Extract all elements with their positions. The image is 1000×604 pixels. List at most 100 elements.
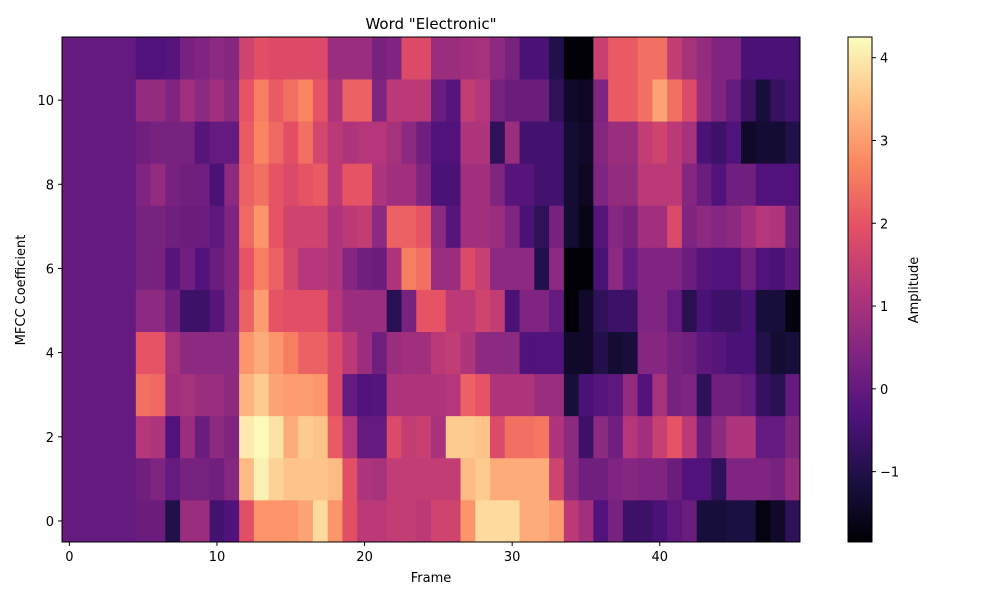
heatmap-cell — [563, 247, 579, 290]
heatmap-cell — [62, 247, 78, 290]
heatmap-cell — [593, 373, 609, 417]
heatmap-cell — [224, 415, 240, 459]
tick-label: 2 — [880, 217, 888, 232]
heatmap-cell — [121, 247, 137, 290]
heatmap-cell — [62, 331, 78, 375]
heatmap-cell — [608, 79, 624, 122]
heatmap-cell — [711, 331, 727, 375]
heatmap-cell — [608, 499, 624, 543]
heatmap-cell — [371, 79, 388, 122]
heatmap-cell — [519, 499, 535, 543]
heatmap-cell — [460, 79, 476, 122]
heatmap-cell — [357, 373, 373, 417]
heatmap-cell — [150, 37, 166, 80]
heatmap-cell — [490, 499, 506, 543]
heatmap-cell — [327, 247, 343, 290]
heatmap-cell — [342, 79, 358, 122]
x-axis-ticks: 0 10 20 30 40 — [65, 542, 668, 565]
heatmap-cell — [696, 163, 712, 206]
heatmap-cell — [401, 205, 417, 248]
heatmap-cell — [696, 373, 712, 417]
heatmap-cell — [608, 415, 624, 459]
heatmap-cell — [239, 37, 255, 80]
heatmap-cell — [667, 205, 683, 248]
heatmap-cell — [327, 331, 343, 375]
heatmap-cell — [91, 499, 107, 543]
tick-label: 0 — [65, 550, 73, 565]
heatmap-cell — [416, 415, 432, 459]
heatmap-cell — [62, 457, 78, 501]
heatmap-cell — [711, 373, 727, 417]
heatmap-cell — [652, 457, 668, 501]
heatmap-cell — [460, 331, 476, 375]
heatmap-cell — [431, 373, 447, 417]
heatmap-cell — [386, 205, 402, 248]
heatmap-cell — [681, 457, 698, 501]
heatmap-cell — [740, 289, 757, 332]
heatmap-cell — [770, 415, 786, 459]
heatmap-cell — [549, 121, 565, 164]
heatmap-cell — [62, 499, 78, 543]
heatmap-cell — [475, 121, 491, 164]
heatmap-cell — [76, 415, 92, 459]
heatmap-cell — [475, 331, 491, 375]
heatmap-cell — [76, 79, 92, 122]
heatmap-cell — [504, 37, 520, 80]
heatmap-cell — [475, 415, 491, 459]
heatmap-cell — [401, 331, 417, 375]
heatmap-cell — [62, 79, 78, 122]
heatmap-cell — [253, 37, 270, 80]
heatmap-cell — [253, 415, 270, 459]
heatmap-cell — [283, 289, 299, 332]
heatmap-cell — [431, 37, 447, 80]
heatmap-cell — [696, 415, 712, 459]
heatmap-cell — [519, 247, 535, 290]
heatmap-cell — [253, 163, 270, 206]
heatmap-cell — [106, 457, 122, 501]
colorbar — [847, 36, 873, 543]
heatmap-cell — [563, 499, 579, 543]
heatmap-cell — [224, 163, 240, 206]
heatmap-cell — [755, 121, 771, 164]
tick-label: 10 — [209, 550, 226, 565]
heatmap-cell — [608, 331, 624, 375]
heatmap-cell — [445, 247, 461, 290]
heatmap-cell — [726, 331, 742, 375]
heatmap-cell — [194, 499, 210, 543]
heatmap-cell — [593, 499, 609, 543]
heatmap-cell — [667, 331, 683, 375]
heatmap-cell — [194, 289, 210, 332]
heatmap-cell — [593, 457, 609, 501]
tick-label: 0 — [46, 515, 54, 530]
heatmap-cell — [106, 289, 122, 332]
tick-label: 20 — [356, 550, 373, 565]
heatmap-cell — [91, 457, 107, 501]
heatmap-cell — [135, 373, 151, 417]
heatmap-cell — [91, 289, 107, 332]
heatmap-cell — [135, 247, 151, 290]
heatmap-cell — [357, 247, 373, 290]
heatmap-cell — [475, 247, 491, 290]
heatmap-cell — [504, 79, 520, 122]
heatmap-cell — [431, 415, 447, 459]
heatmap-cell — [165, 457, 181, 501]
heatmap-cell — [652, 121, 668, 164]
x-axis-label: Frame — [411, 571, 452, 586]
heatmap-cell — [180, 163, 196, 206]
heatmap-cell — [608, 373, 624, 417]
heatmap-cell — [416, 373, 432, 417]
heatmap-cell — [224, 247, 240, 290]
heatmap-cell — [785, 373, 801, 417]
heatmap-cell — [534, 79, 550, 122]
heatmap-cell — [357, 205, 373, 248]
heatmap-cell — [652, 499, 668, 543]
heatmap-cell — [770, 205, 786, 248]
heatmap-cell — [637, 37, 653, 80]
heatmap-cell — [62, 415, 78, 459]
heatmap-cell — [135, 121, 151, 164]
heatmap-cell — [519, 415, 535, 459]
heatmap-cell — [209, 163, 225, 206]
heatmap-cell — [327, 79, 343, 122]
y-axis-label: MFCC Coefficient — [14, 235, 29, 346]
heatmap-cell — [726, 415, 742, 459]
